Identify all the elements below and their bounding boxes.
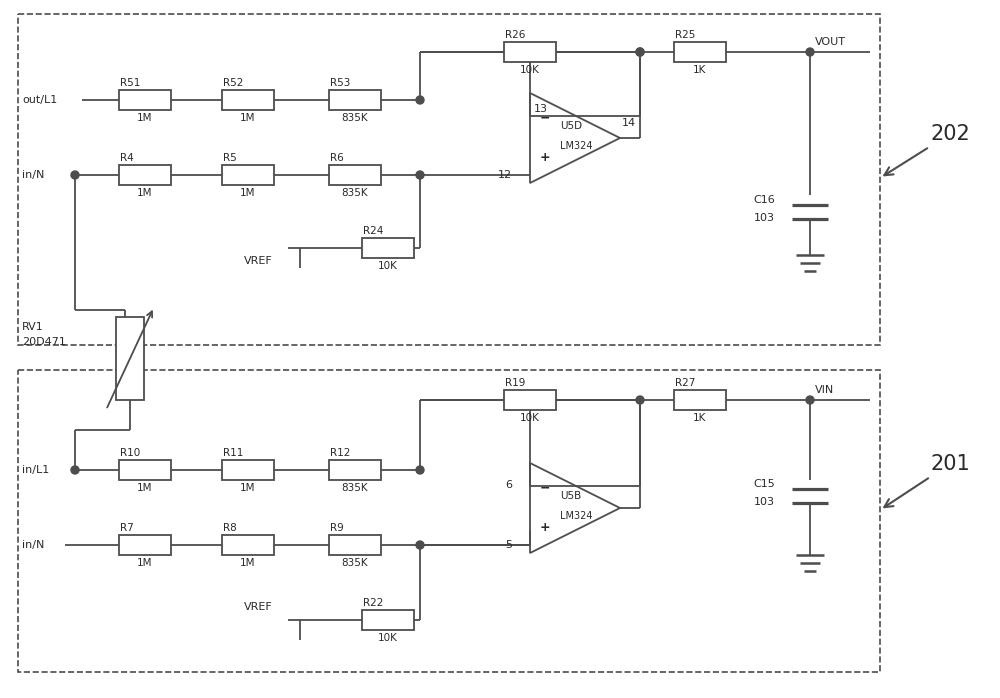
Text: R22: R22 — [363, 598, 383, 608]
Text: R7: R7 — [120, 523, 134, 533]
Text: 103: 103 — [754, 497, 775, 507]
Text: VREF: VREF — [244, 256, 272, 266]
Text: LM324: LM324 — [560, 141, 592, 151]
Circle shape — [636, 48, 644, 56]
Bar — [119, 165, 171, 185]
Text: in/L1: in/L1 — [22, 465, 49, 475]
Text: out/L1: out/L1 — [22, 95, 57, 105]
Text: +: + — [540, 521, 551, 534]
Text: R4: R4 — [120, 153, 134, 163]
Circle shape — [416, 541, 424, 549]
Text: 1M: 1M — [240, 483, 256, 493]
Bar — [222, 460, 274, 480]
Text: 12: 12 — [498, 170, 512, 180]
Text: VREF: VREF — [244, 602, 272, 612]
Text: 1M: 1M — [137, 188, 153, 198]
Text: R11: R11 — [223, 448, 243, 458]
Text: 10K: 10K — [520, 65, 540, 75]
Circle shape — [416, 466, 424, 474]
Text: R51: R51 — [120, 78, 140, 88]
Bar — [222, 90, 274, 110]
Text: in/N: in/N — [22, 170, 44, 180]
Text: R10: R10 — [120, 448, 140, 458]
Text: VIN: VIN — [815, 385, 834, 395]
Text: U5D: U5D — [560, 121, 582, 131]
Text: 13: 13 — [534, 103, 548, 114]
Text: −: − — [540, 482, 550, 495]
Text: R9: R9 — [330, 523, 344, 533]
Text: R25: R25 — [675, 30, 695, 40]
Bar — [119, 535, 171, 555]
Text: R26: R26 — [505, 30, 525, 40]
Text: 10K: 10K — [520, 413, 540, 423]
Text: 201: 201 — [884, 454, 970, 507]
Text: 10K: 10K — [378, 633, 398, 643]
Bar — [18, 14, 880, 345]
Text: −: − — [540, 112, 550, 125]
Text: 1M: 1M — [240, 113, 256, 123]
Text: C15: C15 — [753, 479, 775, 489]
Text: R24: R24 — [363, 226, 383, 236]
Text: R8: R8 — [223, 523, 237, 533]
Bar — [362, 238, 414, 258]
Bar — [504, 390, 556, 410]
Bar — [674, 390, 726, 410]
Circle shape — [416, 171, 424, 179]
Text: 835K: 835K — [342, 113, 368, 123]
Circle shape — [806, 396, 814, 404]
Text: LM324: LM324 — [560, 511, 592, 521]
Text: +: + — [540, 151, 551, 164]
Text: 835K: 835K — [342, 483, 368, 493]
Text: U5B: U5B — [560, 491, 581, 501]
Text: 103: 103 — [754, 213, 775, 223]
Text: RV1: RV1 — [22, 322, 44, 332]
Bar — [329, 90, 381, 110]
Text: VOUT: VOUT — [815, 37, 846, 47]
Bar — [674, 42, 726, 62]
Bar — [222, 165, 274, 185]
Text: 835K: 835K — [342, 188, 368, 198]
Circle shape — [71, 466, 79, 474]
Text: 20D471: 20D471 — [22, 337, 66, 347]
Bar — [329, 460, 381, 480]
Text: R19: R19 — [505, 378, 525, 388]
Text: 1M: 1M — [240, 188, 256, 198]
Text: R5: R5 — [223, 153, 237, 163]
Text: R6: R6 — [330, 153, 344, 163]
Text: C16: C16 — [753, 195, 775, 205]
Bar — [222, 535, 274, 555]
Text: 10K: 10K — [378, 261, 398, 271]
Text: 1M: 1M — [137, 558, 153, 568]
Bar — [329, 535, 381, 555]
Circle shape — [71, 171, 79, 179]
Bar — [504, 42, 556, 62]
Circle shape — [806, 48, 814, 56]
Text: 1M: 1M — [240, 558, 256, 568]
Bar — [18, 370, 880, 672]
Text: R52: R52 — [223, 78, 243, 88]
Bar — [362, 610, 414, 630]
Text: 835K: 835K — [342, 558, 368, 568]
Text: 1K: 1K — [693, 413, 707, 423]
Text: 14: 14 — [622, 118, 636, 128]
Text: 202: 202 — [884, 124, 970, 175]
Bar — [119, 460, 171, 480]
Bar — [329, 165, 381, 185]
Circle shape — [636, 48, 644, 56]
Text: 1M: 1M — [137, 113, 153, 123]
Bar — [116, 317, 144, 400]
Text: R12: R12 — [330, 448, 350, 458]
Text: 5: 5 — [505, 540, 512, 550]
Text: in/N: in/N — [22, 540, 44, 550]
Text: 6: 6 — [505, 480, 512, 491]
Text: R27: R27 — [675, 378, 695, 388]
Bar — [119, 90, 171, 110]
Circle shape — [636, 396, 644, 404]
Text: R53: R53 — [330, 78, 350, 88]
Text: 1M: 1M — [137, 483, 153, 493]
Circle shape — [416, 96, 424, 104]
Text: 1K: 1K — [693, 65, 707, 75]
